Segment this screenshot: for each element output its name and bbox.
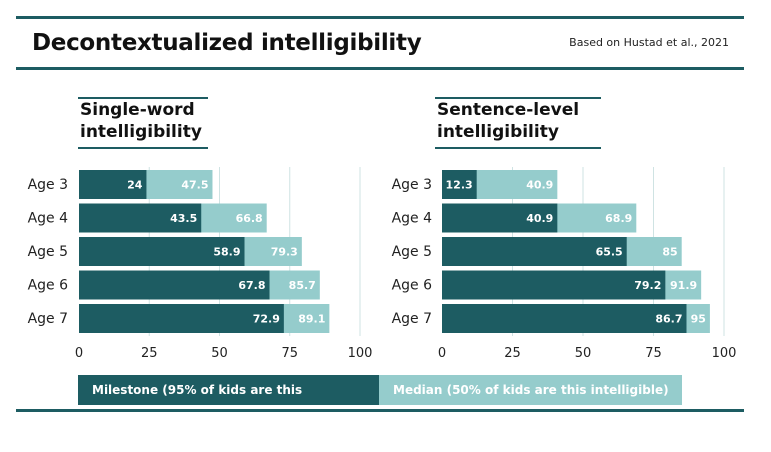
y-category-label: Age 4: [392, 211, 433, 227]
y-category-label: Age 6: [28, 278, 69, 294]
y-category-label: Age 5: [392, 244, 432, 260]
milestone-value-label: 86.7: [655, 313, 682, 326]
x-tick-label: 0: [438, 346, 446, 361]
source-note: Based on Hustad et al., 2021: [569, 36, 729, 49]
y-category-label: Age 3: [28, 177, 68, 193]
panel-title-sentence-level: Sentence-level intelligibility: [435, 97, 601, 149]
milestone-bar: [442, 203, 558, 233]
milestone-bar: [442, 237, 627, 266]
y-category-label: Age 5: [28, 244, 68, 260]
milestone-bar: [79, 203, 202, 233]
y-category-label: Age 4: [28, 211, 69, 227]
milestone-value-label: 58.9: [213, 246, 240, 259]
panel-title-single-word: Single-word intelligibility: [78, 97, 208, 149]
top-rule: [16, 16, 744, 19]
median-value-label: 89.1: [298, 313, 325, 326]
y-category-label: Age 6: [392, 278, 433, 294]
milestone-value-label: 43.5: [170, 212, 197, 225]
median-value-label: 91.9: [670, 279, 697, 292]
milestone-value-label: 67.8: [238, 279, 265, 292]
median-value-label: 95: [691, 313, 706, 326]
x-tick-label: 75: [281, 346, 298, 361]
legend: Milestone (95% of kids are this intellig…: [78, 375, 682, 427]
panel-title-line: Single-word: [80, 100, 195, 120]
median-value-label: 47.5: [181, 179, 208, 192]
milestone-bar: [79, 237, 245, 266]
x-tick-label: 0: [75, 346, 83, 361]
median-value-label: 85: [662, 246, 677, 259]
y-category-label: Age 3: [392, 177, 432, 193]
chart-title: Decontextualized intelligibility: [32, 30, 422, 56]
milestone-value-label: 79.2: [634, 279, 661, 292]
median-value-label: 79.3: [271, 246, 298, 259]
x-tick-label: 75: [645, 346, 662, 361]
median-value-label: 66.8: [236, 212, 263, 225]
milestone-bar: [79, 170, 147, 199]
header-rule: [16, 67, 744, 70]
median-value-label: 85.7: [289, 279, 316, 292]
panel-title-line: intelligibility: [80, 122, 202, 142]
milestone-bar: [79, 270, 270, 300]
milestone-bar: [79, 304, 284, 333]
legend-milestone: Milestone (95% of kids are this intellig…: [78, 375, 379, 427]
milestone-value-label: 72.9: [253, 313, 280, 326]
milestone-bar: [442, 304, 687, 333]
x-tick-label: 100: [712, 346, 737, 361]
panel-title-line: Sentence-level: [437, 100, 580, 120]
milestone-value-label: 65.5: [596, 246, 623, 259]
y-category-label: Age 7: [28, 311, 68, 327]
milestone-value-label: 12.3: [446, 179, 473, 192]
x-tick-label: 25: [504, 346, 521, 361]
milestone-value-label: 24: [127, 179, 143, 192]
milestone-bar: [442, 170, 477, 199]
milestone-value-label: 40.9: [526, 212, 553, 225]
milestone-bar: [442, 270, 666, 300]
legend-median: Median (50% of kids are this intelligibl…: [379, 375, 682, 405]
panel-title-line: intelligibility: [437, 122, 559, 142]
bottom-rule: [16, 409, 744, 412]
median-value-label: 68.9: [605, 212, 632, 225]
x-tick-label: 50: [211, 346, 228, 361]
x-tick-label: 25: [141, 346, 158, 361]
x-tick-label: 50: [575, 346, 592, 361]
x-tick-label: 100: [348, 346, 373, 361]
median-value-label: 40.9: [526, 179, 553, 192]
y-category-label: Age 7: [392, 311, 432, 327]
